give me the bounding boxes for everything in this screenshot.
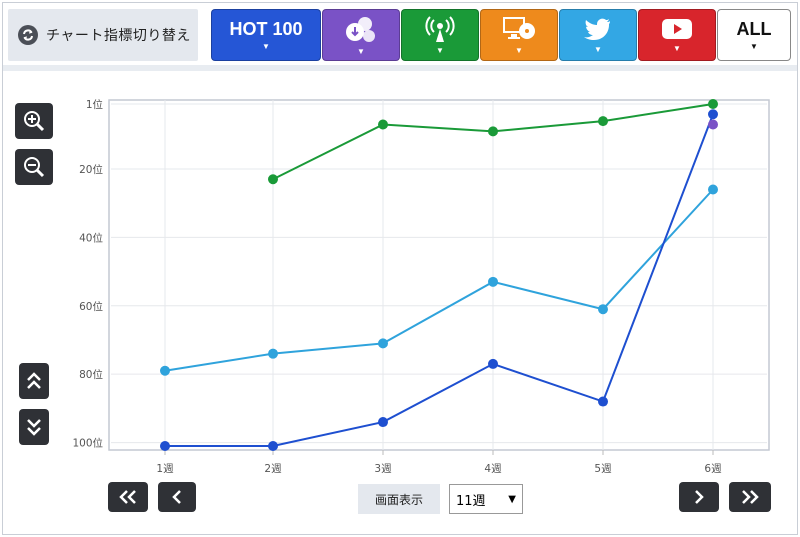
dropdown-arrow-icon: ▼ <box>262 42 270 51</box>
radio-antenna-icon <box>425 15 455 43</box>
refresh-icon <box>18 25 38 45</box>
chart-index-switch-label: チャート指標切り替え <box>46 28 191 44</box>
prev-page-button[interactable] <box>158 482 196 512</box>
pc-cd-icon <box>502 15 536 43</box>
series-1-point <box>378 338 388 349</box>
series-2-point <box>598 396 608 407</box>
chevron-left-icon <box>172 490 181 504</box>
tab-all[interactable]: ALL ▼ <box>717 9 791 61</box>
zoom-out-button[interactable] <box>15 149 53 185</box>
series-1-point <box>708 184 718 195</box>
series-0-line <box>272 103 714 181</box>
tab-all-label: ALL <box>736 19 772 39</box>
twitter-bird-icon <box>583 16 613 42</box>
scroll-down-button[interactable] <box>19 409 49 445</box>
screen-display-value: 11週 <box>456 493 486 509</box>
x-tick-label: 3週 <box>374 463 392 475</box>
series-2-point <box>268 441 278 451</box>
dropdown-arrow-icon: ▼ <box>515 46 523 55</box>
zoom-in-button[interactable] <box>15 103 53 139</box>
y-tick-label: 40位 <box>79 231 103 244</box>
rank-line-chart: 1位 20位 40位 60位 80位 100位 1週 2週 3週 4週 5週 6週 <box>72 98 770 475</box>
dropdown-arrow-icon: ▼ <box>673 44 681 53</box>
chevron-right-icon <box>695 490 704 504</box>
chart-index-switch[interactable]: チャート指標切り替え <box>8 9 198 61</box>
series-3-point <box>708 119 718 130</box>
tab-twitter[interactable]: ▼ <box>559 9 637 61</box>
series-2-line <box>165 113 714 447</box>
series-2-point <box>378 417 388 428</box>
plot-area <box>108 99 770 451</box>
series-0-point <box>708 99 718 109</box>
tab-hot100-label: HOT 100 <box>229 19 303 39</box>
caret-down-icon: ▼ <box>508 494 516 505</box>
series-0-point <box>598 116 608 127</box>
y-tick-label: 80位 <box>79 368 103 381</box>
x-tick-label: 5週 <box>594 463 612 475</box>
tab-download[interactable]: ▼ <box>322 9 400 61</box>
dropdown-arrow-icon: ▼ <box>750 42 758 51</box>
screen-display-select[interactable]: 11週 ▼ <box>449 484 523 514</box>
tab-hot100[interactable]: HOT 100 ▼ <box>211 9 321 61</box>
series-1-point <box>598 304 608 315</box>
zoom-in-icon <box>24 111 45 132</box>
tab-radio[interactable]: ▼ <box>401 9 479 61</box>
toolbar-divider <box>3 65 797 71</box>
screen-display-label: 画面表示 <box>358 484 440 514</box>
download-cloud-icon <box>343 14 379 44</box>
next-page-button[interactable] <box>679 482 719 512</box>
y-tick-label: 100位 <box>72 437 103 450</box>
series-1-point <box>268 348 278 359</box>
tab-youtube[interactable]: ▼ <box>638 9 716 61</box>
x-tick-label: 1週 <box>156 463 174 475</box>
series-0-point <box>268 174 278 185</box>
double-chevron-right-icon <box>742 490 759 504</box>
series-2-point <box>708 109 718 120</box>
zoom-out-icon <box>24 157 45 178</box>
y-tick-label: 60位 <box>79 300 103 313</box>
chart-toolbar: チャート指標切り替え HOT 100 ▼ ▼ ▼ ▼ ▼ ▼ ALL ▼ <box>3 3 797 65</box>
series-1-point <box>160 365 170 376</box>
youtube-play-icon <box>661 17 693 41</box>
series-0-point <box>488 126 498 137</box>
double-chevron-up-icon <box>27 372 41 389</box>
double-chevron-down-icon <box>27 419 41 436</box>
scroll-up-button[interactable] <box>19 363 49 399</box>
double-chevron-left-icon <box>119 490 136 504</box>
dropdown-arrow-icon: ▼ <box>357 47 365 56</box>
x-tick-label: 2週 <box>264 463 282 475</box>
x-tick-label: 6週 <box>704 463 722 475</box>
last-page-button[interactable] <box>729 482 771 512</box>
series-2-point <box>488 358 498 369</box>
series-1-point <box>488 276 498 287</box>
y-tick-label: 1位 <box>86 98 104 111</box>
series-2-point <box>160 441 170 451</box>
dropdown-arrow-icon: ▼ <box>594 45 602 54</box>
y-tick-label: 20位 <box>79 163 103 176</box>
x-tick-label: 4週 <box>484 463 502 475</box>
dropdown-arrow-icon: ▼ <box>436 46 444 55</box>
series-1-line <box>164 188 714 372</box>
series-0-point <box>378 119 388 130</box>
first-page-button[interactable] <box>108 482 148 512</box>
tab-pc[interactable]: ▼ <box>480 9 558 61</box>
